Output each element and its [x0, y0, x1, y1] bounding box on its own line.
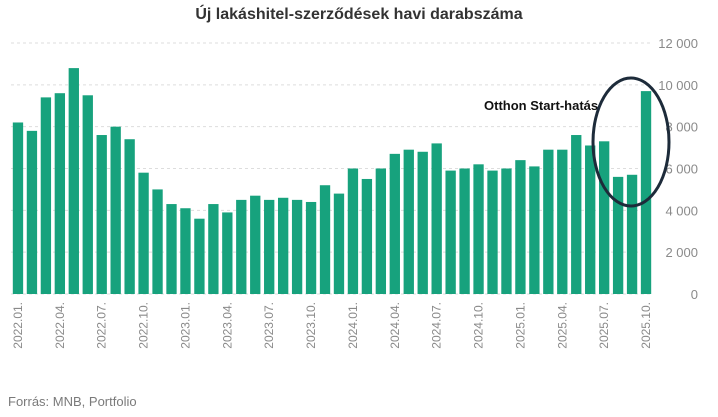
- y-tick-label: 6 000: [665, 162, 698, 177]
- bar-2022.10.: [138, 172, 149, 294]
- y-tick-label: 8 000: [665, 120, 698, 135]
- bar-2022.02.: [26, 130, 38, 294]
- bar-2023.06.: [250, 195, 261, 294]
- bar-2022.07.: [96, 135, 107, 294]
- y-tick-label: 4 000: [665, 203, 698, 218]
- x-tick-label: 2025.04.: [555, 302, 569, 349]
- bar-2022.11.: [152, 189, 163, 294]
- bar-2023.12.: [333, 193, 345, 294]
- grid-lines: [11, 42, 650, 295]
- bar-2025.04.: [557, 149, 568, 294]
- annotation-label: Otthon Start-hatás: [484, 98, 598, 113]
- x-tick-label: 2025.07.: [597, 302, 611, 349]
- x-tick-label: 2024.10.: [472, 302, 486, 349]
- x-tick-label: 2023.01.: [178, 302, 192, 349]
- x-tick-label: 2024.01.: [346, 302, 360, 349]
- bar-2025.06.: [585, 145, 596, 294]
- bar-2025.03.: [543, 149, 554, 294]
- bar-2025.05.: [571, 135, 582, 294]
- bar-2022.03.: [40, 97, 52, 294]
- x-axis-ticks: 2022.01. 2022.04. 2022.07. 2022.10. 2023.01.…: [11, 302, 653, 349]
- y-axis-ticks: 0 2 000 4 000 6 000 8 000 10 000 12 000: [658, 36, 698, 302]
- bar-2022.01.: [12, 122, 24, 294]
- y-tick-label: 10 000: [658, 78, 698, 93]
- bar-2022.08.: [110, 126, 121, 294]
- bar-2022.04.: [54, 93, 66, 294]
- bars: [12, 68, 652, 295]
- bar-2025.01.: [515, 160, 526, 294]
- chart-title: Új lakáshitel-szerződések havi darabszám…: [195, 6, 523, 23]
- bar-2025.09.: [626, 174, 638, 294]
- bar-2022.09.: [124, 139, 135, 294]
- x-tick-label: 2024.07.: [430, 302, 444, 349]
- bar-2023.02.: [194, 218, 205, 294]
- source-note: Forrás: MNB, Portfolio: [8, 394, 137, 409]
- x-tick-label: 2025.10.: [639, 302, 653, 349]
- bar-2022.06.: [82, 95, 93, 294]
- x-tick-label: 2023.10.: [304, 302, 318, 349]
- bar-2024.01.: [347, 168, 359, 294]
- bar-2023.05.: [236, 199, 247, 295]
- highlight-ellipse: [591, 76, 671, 208]
- y-tick-label: 12 000: [658, 36, 698, 51]
- bar-2024.04.: [389, 153, 400, 294]
- annotation: Otthon Start-hatás: [484, 76, 671, 208]
- x-tick-label: 2025.01.: [513, 302, 527, 349]
- bar-2025.02.: [529, 166, 540, 294]
- y-tick-label: 0: [691, 287, 698, 302]
- bar-2024.05.: [403, 149, 414, 294]
- bar-2023.08.: [277, 197, 289, 294]
- bar-2024.02.: [361, 178, 373, 294]
- bar-2023.07.: [264, 199, 275, 295]
- bar-2022.05.: [68, 68, 79, 294]
- bar-2023.03.: [208, 204, 219, 294]
- bar-2023.01.: [180, 208, 191, 294]
- bar-2024.06.: [417, 151, 428, 294]
- bar-2025.07.: [598, 141, 610, 294]
- x-tick-label: 2024.04.: [388, 302, 402, 349]
- y-tick-label: 2 000: [665, 245, 698, 260]
- bar-2024.09.: [459, 168, 470, 294]
- bar-2025.10.: [640, 91, 652, 294]
- bar-2023.09.: [291, 199, 303, 295]
- bar-2025.08.: [612, 176, 624, 294]
- x-tick-label: 2022.01.: [11, 302, 25, 349]
- bar-2023.10.: [305, 201, 317, 294]
- x-tick-label: 2023.07.: [262, 302, 276, 349]
- bar-2024.11.: [487, 170, 498, 294]
- x-tick-label: 2022.07.: [95, 302, 109, 349]
- x-tick-label: 2022.04.: [53, 302, 67, 349]
- bar-2022.12.: [166, 204, 177, 294]
- bar-2024.10.: [473, 164, 484, 294]
- bar-2024.07.: [431, 143, 442, 294]
- x-tick-label: 2023.04.: [220, 302, 234, 349]
- bar-2024.03.: [375, 168, 387, 294]
- x-tick-label: 2022.10.: [137, 302, 151, 349]
- bar-2024.12.: [501, 168, 512, 294]
- bar-2023.11.: [319, 185, 331, 294]
- bar-2024.08.: [445, 170, 456, 294]
- bar-2023.04.: [222, 212, 233, 294]
